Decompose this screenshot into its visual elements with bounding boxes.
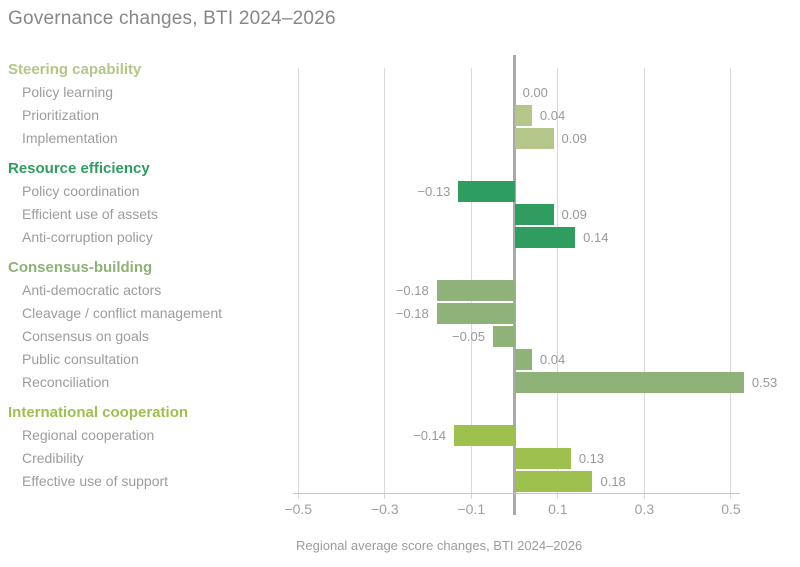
gridline [384, 68, 386, 499]
page-title: Governance changes, BTI 2024–2026 [8, 8, 336, 29]
bar-value-label: −0.18 [395, 306, 429, 321]
group-header: Resource efficiency [8, 160, 150, 177]
group-header: Consensus-building [8, 259, 153, 276]
item-label: Credibility [22, 450, 84, 466]
item-label: Anti-corruption policy [22, 229, 153, 245]
x-tick-label: 0.3 [634, 501, 655, 517]
bar-value-label: 0.14 [583, 230, 609, 245]
gridline [557, 68, 559, 499]
bar-value-label: −0.05 [452, 329, 485, 344]
item-label: Anti-democratic actors [22, 282, 162, 298]
bar-value-label: −0.14 [413, 428, 447, 443]
x-tick-label: −0.1 [457, 501, 486, 517]
item-label: Effective use of support [22, 473, 169, 489]
bar [514, 448, 571, 469]
item-label: Policy coordination [22, 183, 140, 199]
bar [436, 303, 515, 324]
gridline [297, 68, 299, 499]
group-header: International cooperation [8, 404, 189, 421]
x-axis-label: Regional average score changes, BTI 2024… [296, 538, 583, 553]
bar [514, 471, 593, 492]
bar-value-label: 0.13 [578, 451, 605, 466]
bar [514, 128, 554, 149]
item-label: Implementation [22, 130, 118, 146]
bar [514, 227, 576, 248]
item-label: Regional cooperation [22, 427, 155, 443]
bar-value-label: 0.04 [539, 352, 566, 367]
bar [458, 181, 515, 202]
x-tick-label: −0.3 [370, 501, 399, 517]
item-label: Consensus on goals [22, 328, 149, 344]
bar-value-label: 0.00 [522, 85, 548, 100]
x-axis-line [293, 493, 740, 494]
bar-value-label: 0.18 [600, 474, 626, 489]
item-label: Efficient use of assets [22, 206, 158, 222]
bar [492, 326, 515, 347]
bar [514, 349, 532, 370]
zero-baseline [513, 55, 517, 515]
item-label: Policy learning [22, 84, 114, 100]
bar-value-label: 0.09 [561, 207, 587, 222]
item-label: Prioritization [22, 107, 100, 123]
item-label: Reconciliation [22, 374, 110, 390]
bar [514, 204, 554, 225]
gridline [730, 68, 732, 499]
bar-value-label: −0.18 [395, 283, 429, 298]
bar [454, 425, 515, 446]
bar [514, 105, 532, 126]
x-tick-label: 0.5 [721, 501, 741, 517]
bar-value-label: 0.04 [539, 108, 566, 123]
bar-value-label: 0.53 [751, 375, 778, 390]
bar [514, 372, 744, 393]
bar-value-label: 0.09 [561, 131, 587, 146]
x-tick-label: −0.5 [284, 501, 313, 517]
item-label: Cleavage / conflict management [22, 305, 222, 321]
item-label: Public consultation [22, 351, 139, 367]
group-header: Steering capability [8, 61, 142, 78]
x-tick-label: 0.1 [548, 501, 568, 517]
bar-value-label: −0.13 [417, 184, 451, 199]
bar [436, 280, 515, 301]
gridline [643, 68, 645, 499]
